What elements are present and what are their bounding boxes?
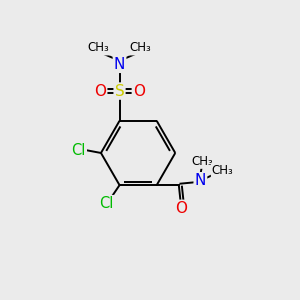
Text: N: N [195,173,206,188]
Text: O: O [94,84,106,99]
Text: S: S [115,84,124,99]
Text: CH₃: CH₃ [212,164,233,177]
Text: CH₃: CH₃ [191,155,213,168]
Text: O: O [176,201,188,216]
Text: CH₃: CH₃ [130,41,151,55]
Text: CH₃: CH₃ [88,41,110,55]
Text: N: N [114,57,125,72]
Text: Cl: Cl [71,142,86,158]
Text: Cl: Cl [99,196,113,211]
Text: O: O [133,84,145,99]
